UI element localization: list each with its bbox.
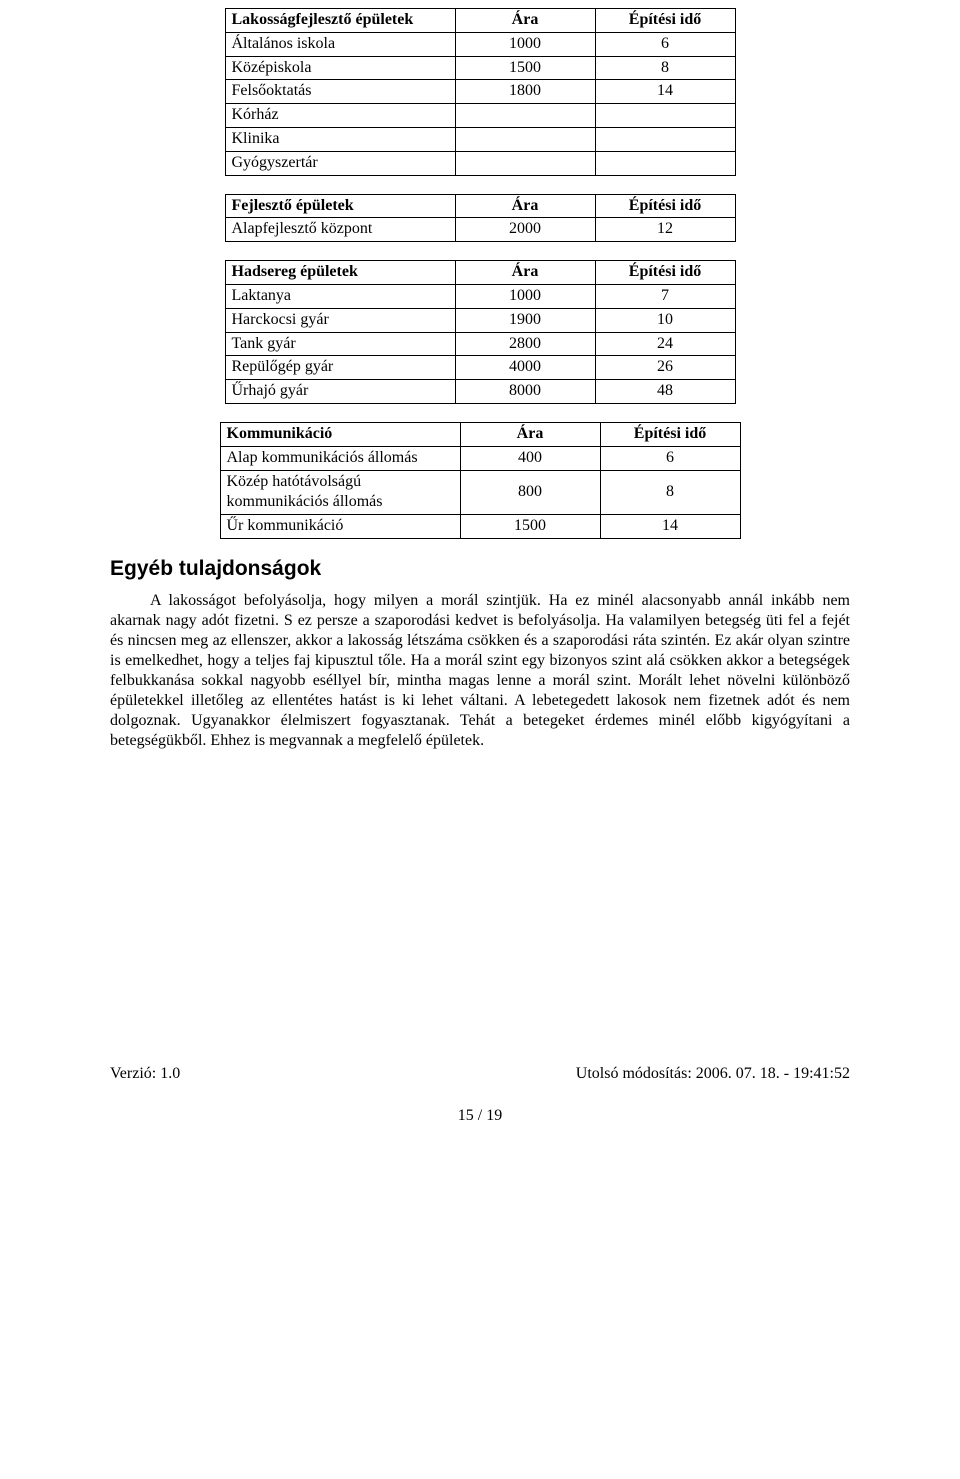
table-population-buildings: Lakosságfejlesztő épületek Ára Építési i… bbox=[225, 8, 736, 176]
table-row: Kórház bbox=[225, 104, 735, 128]
table-row: Gyógyszertár bbox=[225, 151, 735, 175]
t3-h0: Hadsereg épületek bbox=[225, 261, 455, 285]
t4-h0: Kommunikáció bbox=[220, 422, 460, 446]
t4-h2: Építési idő bbox=[600, 422, 740, 446]
t1-h1: Ára bbox=[455, 9, 595, 33]
page-number: 15 / 19 bbox=[110, 1107, 850, 1125]
table-army-buildings: Hadsereg épületek Ára Építési idő Laktan… bbox=[225, 260, 736, 404]
table-row: Repülőgép gyár400026 bbox=[225, 356, 735, 380]
table-row: Felsőoktatás180014 bbox=[225, 80, 735, 104]
table-row: Harckocsi gyár190010 bbox=[225, 308, 735, 332]
table-row: Általános iskola10006 bbox=[225, 32, 735, 56]
t3-h2: Építési idő bbox=[595, 261, 735, 285]
table-row: Alap kommunikációs állomás4006 bbox=[220, 446, 740, 470]
t4-h1: Ára bbox=[460, 422, 600, 446]
table-row: Klinika bbox=[225, 127, 735, 151]
t2-h0: Fejlesztő épületek bbox=[225, 194, 455, 218]
footer-modified: Utolsó módosítás: 2006. 07. 18. - 19:41:… bbox=[576, 1065, 850, 1083]
table-row: Középiskola15008 bbox=[225, 56, 735, 80]
table-row: Közép hatótávolságú kommunikációs állomá… bbox=[220, 470, 740, 515]
footer-version: Verzió: 1.0 bbox=[110, 1065, 180, 1083]
t2-h1: Ára bbox=[455, 194, 595, 218]
section-heading: Egyéb tulajdonságok bbox=[110, 557, 850, 581]
t2-h2: Építési idő bbox=[595, 194, 735, 218]
table-row: Űr kommunikáció150014 bbox=[220, 515, 740, 539]
t1-h2: Építési idő bbox=[595, 9, 735, 33]
table-row: Tank gyár280024 bbox=[225, 332, 735, 356]
t1-h0: Lakosságfejlesztő épületek bbox=[225, 9, 455, 33]
t3-h1: Ára bbox=[455, 261, 595, 285]
table-row: Laktanya10007 bbox=[225, 284, 735, 308]
table-communication: Kommunikáció Ára Építési idő Alap kommun… bbox=[220, 422, 741, 539]
body-paragraph: A lakosságot befolyásolja, hogy milyen a… bbox=[110, 591, 850, 751]
page-footer: Verzió: 1.0 Utolsó módosítás: 2006. 07. … bbox=[110, 1065, 850, 1083]
table-row: Űrhajó gyár800048 bbox=[225, 380, 735, 404]
table-development-buildings: Fejlesztő épületek Ára Építési idő Alapf… bbox=[225, 194, 736, 243]
table-row: Alapfejlesztő központ200012 bbox=[225, 218, 735, 242]
